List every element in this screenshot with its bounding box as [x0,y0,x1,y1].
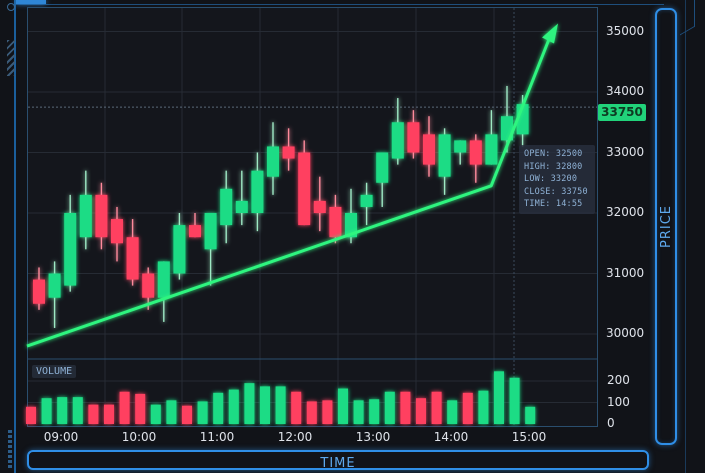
tooltip-high: HIGH: 32800 [524,161,583,172]
time-tick-label: 11:00 [199,430,235,444]
top-frame-edge [16,0,664,5]
time-tick-label: 13:00 [355,430,391,444]
price-tick-label: 32000 [606,205,645,219]
circle-deco-icon [7,3,15,11]
volume-label: VOLUME [32,365,77,378]
time-axis-rail[interactable]: TIME [27,450,649,471]
stripe-deco-icon [7,40,15,76]
tooltip-time: TIME: 14:55 [524,199,583,209]
time-tick-label: 09:00 [43,430,79,444]
price-axis-rail[interactable]: PRICE [655,8,677,445]
time-tick-label: 12:00 [277,430,313,444]
current-price-tag: 33750 [598,104,646,121]
volume-tick-label: 200 [607,373,630,387]
time-axis-title: TIME [320,456,356,471]
bar-deco-icon [8,430,12,470]
top-frame-glow [16,0,46,4]
volume-tick-label: 0 [607,416,615,430]
tooltip-close: CLOSE: 33750 [524,186,588,197]
price-tick-label: 33000 [606,144,645,159]
price-tick-label: 35000 [606,23,645,38]
time-tick-label: 15:00 [511,430,547,444]
price-tick-label: 30000 [606,326,645,340]
time-tick-label: 10:00 [121,430,157,444]
chart-plot-area[interactable] [27,7,598,427]
tooltip-low: LOW: 33200 [524,174,578,184]
ohlc-tooltip: OPEN: 32500 HIGH: 32800 LOW: 33200 CLOSE… [519,145,595,214]
tooltip-open: OPEN: 32500 [524,149,583,159]
price-axis-title: PRICE [658,205,674,248]
price-tick-label: 31000 [606,265,645,280]
volume-tick-label: 100 [607,394,630,409]
price-tick-label: 34000 [606,84,645,98]
time-tick-label: 14:00 [433,430,469,444]
outer-frame [14,0,686,473]
